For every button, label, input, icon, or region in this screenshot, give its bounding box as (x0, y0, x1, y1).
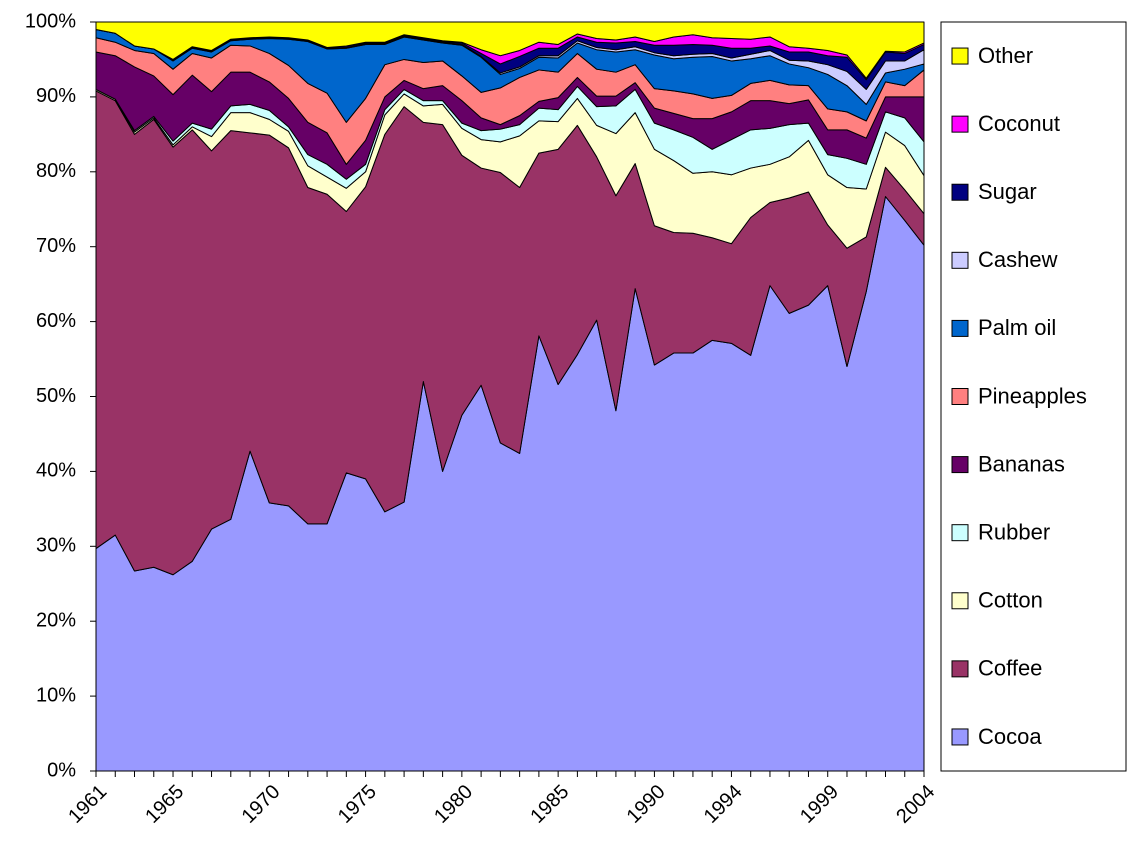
x-tick-label: 2004 (892, 781, 939, 828)
y-tick-label: 100% (25, 10, 76, 32)
legend-swatch (951, 592, 969, 610)
legend-swatch (951, 728, 969, 746)
legend-label: Cashew (978, 247, 1058, 272)
legend-box (940, 21, 1127, 772)
x-tick-label: 1994 (700, 781, 747, 828)
x-tick-label: 1965 (141, 781, 188, 828)
y-tick-label: 0% (47, 759, 76, 781)
legend-label: Palm oil (978, 315, 1056, 340)
legend-label: Rubber (978, 519, 1050, 544)
legend-swatch (951, 183, 969, 201)
x-tick-label: 1999 (796, 781, 843, 828)
y-tick-label: 30% (36, 535, 76, 557)
y-tick-label: 20% (36, 609, 76, 631)
y-tick-label: 40% (36, 460, 76, 482)
legend-label: Cotton (978, 588, 1043, 613)
legend-swatch (951, 115, 969, 133)
legend-swatch (951, 524, 969, 542)
legend-label: Other (978, 43, 1033, 68)
legend-label: Cocoa (978, 724, 1042, 749)
y-tick-label: 80% (36, 160, 76, 182)
legend-label: Coffee (978, 656, 1042, 681)
x-tick-label: 1990 (623, 781, 670, 828)
legend-label: Sugar (978, 179, 1037, 204)
legend-label: Bananas (978, 451, 1065, 476)
legend-swatch (951, 456, 969, 474)
legend-label: Coconut (978, 111, 1060, 136)
legend-label: Pineapples (978, 383, 1087, 408)
legend-swatch (951, 660, 969, 678)
legend: Other Coconut Sugar Cashew Palm oil Pineapple… (940, 21, 1127, 772)
y-tick-label: 10% (36, 684, 76, 706)
x-tick-label: 1961 (64, 781, 111, 828)
y-tick-label: 70% (36, 235, 76, 257)
x-tick-label: 1970 (238, 781, 285, 828)
legend-swatch (951, 251, 969, 269)
x-tick-label: 1975 (334, 781, 381, 828)
x-tick-label: 1980 (430, 781, 477, 828)
area (95, 21, 925, 79)
x-tick-label: 1985 (526, 781, 573, 828)
y-tick-label: 60% (36, 310, 76, 332)
y-tick-label: 90% (36, 85, 76, 107)
legend-swatch (951, 319, 969, 337)
legend-swatch (951, 388, 969, 405)
legend-swatch (951, 47, 969, 65)
y-tick-label: 50% (36, 385, 76, 407)
